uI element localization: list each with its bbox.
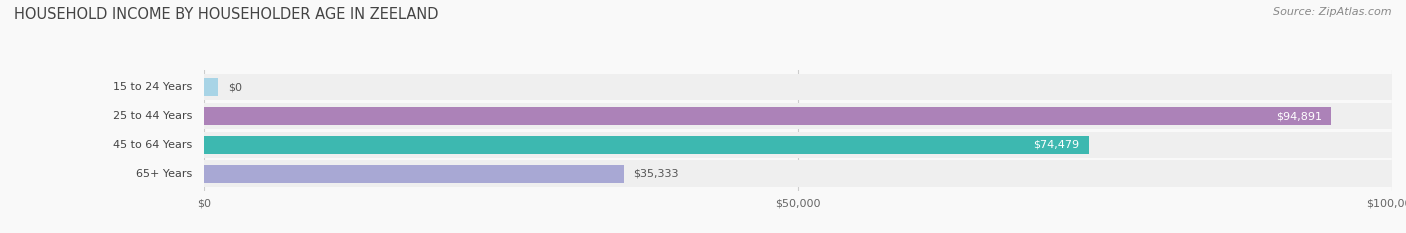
- Text: 45 to 64 Years: 45 to 64 Years: [112, 140, 193, 150]
- Text: $35,333: $35,333: [633, 169, 679, 179]
- Bar: [204, 132, 1392, 158]
- Bar: [204, 165, 624, 183]
- Bar: [204, 78, 218, 96]
- Bar: [204, 136, 1088, 154]
- Text: 65+ Years: 65+ Years: [136, 169, 193, 179]
- Text: HOUSEHOLD INCOME BY HOUSEHOLDER AGE IN ZEELAND: HOUSEHOLD INCOME BY HOUSEHOLDER AGE IN Z…: [14, 7, 439, 22]
- Bar: [204, 161, 1392, 187]
- Bar: [204, 74, 1392, 100]
- Text: $0: $0: [228, 82, 242, 92]
- Text: $94,891: $94,891: [1275, 111, 1322, 121]
- Text: $74,479: $74,479: [1033, 140, 1080, 150]
- Bar: [204, 107, 1331, 125]
- Text: 15 to 24 Years: 15 to 24 Years: [112, 82, 193, 92]
- Text: 25 to 44 Years: 25 to 44 Years: [112, 111, 193, 121]
- Bar: [204, 103, 1392, 129]
- Text: Source: ZipAtlas.com: Source: ZipAtlas.com: [1274, 7, 1392, 17]
